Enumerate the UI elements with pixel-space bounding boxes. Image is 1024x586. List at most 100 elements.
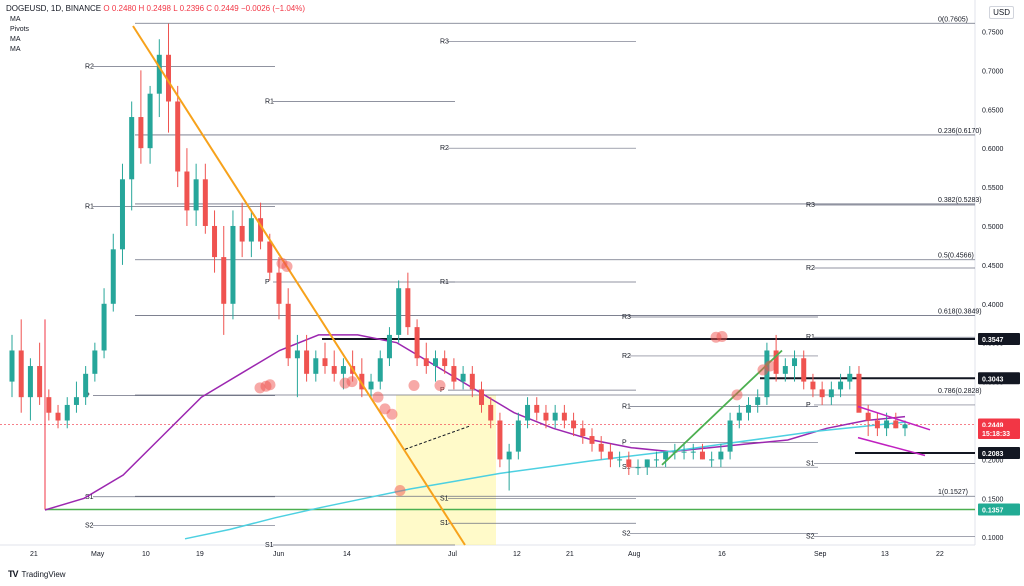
candle-body <box>442 358 448 367</box>
fib-level-label: 0(0.7605) <box>938 16 968 23</box>
candle-body <box>175 101 181 172</box>
candle-body <box>626 459 632 468</box>
candle-body <box>432 358 438 367</box>
pivot-label: R2 <box>440 145 449 152</box>
candle-body <box>810 381 816 390</box>
indicator-label-1[interactable]: MA <box>10 16 21 23</box>
indicator-label-3[interactable]: MA <box>10 36 21 43</box>
pivot-label: R2 <box>85 63 94 70</box>
candle-body <box>727 420 733 452</box>
candle-body <box>110 249 116 304</box>
price-box-label: 0.2449 <box>982 422 1004 429</box>
wedge-upper-line <box>857 405 931 431</box>
fib-level-label: 0.382(0.5283) <box>938 197 982 204</box>
candle-body <box>718 451 724 460</box>
candle-body <box>27 366 33 398</box>
candle-body <box>515 420 521 452</box>
pivot-label: S2 <box>85 523 94 530</box>
candle-body <box>119 179 125 250</box>
candle-body <box>313 358 319 374</box>
fib-level-label: 1(0.1527) <box>938 489 968 496</box>
candle-body <box>156 54 162 94</box>
descending-trendline <box>132 25 466 546</box>
pivot-label: R2 <box>806 265 815 272</box>
candle-body <box>506 451 512 460</box>
candle-body <box>488 404 494 421</box>
touch-point-marker <box>394 485 406 497</box>
y-tick-label: 0.5000 <box>982 224 1004 231</box>
pivot-label: S2 <box>806 533 815 540</box>
candle-body <box>396 288 402 335</box>
candle-body <box>83 373 89 398</box>
candle-body <box>331 366 337 374</box>
y-tick-label: 0.1500 <box>982 496 1004 503</box>
price-box <box>978 372 1020 385</box>
dashed-trendline <box>404 425 471 450</box>
candle-body <box>230 225 236 304</box>
candle-body <box>359 373 365 390</box>
price-box-label: 0.3043 <box>982 376 1004 383</box>
candle-body <box>534 404 540 413</box>
ma-line-purple <box>44 334 906 511</box>
candle-body <box>386 334 392 359</box>
candle-body <box>709 459 715 461</box>
candle-body <box>690 451 696 453</box>
candle-body <box>865 412 871 421</box>
candle-body <box>617 459 623 461</box>
candle-body <box>322 358 328 367</box>
pivot-label: S1 <box>622 464 631 471</box>
candle-body <box>856 373 862 413</box>
candle-body <box>239 225 245 242</box>
candle-body <box>460 373 466 382</box>
candle-body <box>340 366 346 374</box>
indicator-label-4[interactable]: MA <box>10 46 21 53</box>
candle-body <box>819 389 825 398</box>
currency-label[interactable]: USD <box>989 6 1014 19</box>
candle-body <box>166 54 172 102</box>
candle-body <box>699 451 705 460</box>
touch-point-marker <box>372 391 384 403</box>
candle-body <box>589 436 595 444</box>
candle-body <box>258 218 264 242</box>
candle-body <box>18 350 24 398</box>
price-box <box>978 503 1020 516</box>
candle-body <box>755 397 761 405</box>
candle-body <box>368 381 374 390</box>
pivot-label: S1 <box>806 460 815 467</box>
touch-point-marker <box>264 379 276 391</box>
candle-body <box>653 459 659 461</box>
candle-body <box>55 412 61 421</box>
touch-point-marker <box>434 379 446 391</box>
candle-body <box>525 404 531 421</box>
indicator-label-2[interactable]: Pivots <box>10 26 30 33</box>
candle-body <box>479 389 485 405</box>
candle-body <box>129 117 135 180</box>
x-tick-label: Jul <box>448 551 457 558</box>
x-tick-label: 19 <box>196 551 204 558</box>
candle-body <box>847 373 853 382</box>
x-tick-label: Sep <box>814 551 827 558</box>
candle-body <box>792 358 798 367</box>
candle-body <box>663 451 669 460</box>
candle-body <box>543 412 549 421</box>
pivot-label: R2 <box>622 353 631 360</box>
candle-body <box>580 428 586 437</box>
pivot-label: R3 <box>806 202 815 209</box>
highlight-zone <box>396 394 496 545</box>
candle-body <box>221 257 227 304</box>
price-box-label: 0.1357 <box>982 507 1004 514</box>
ma-line-cyan <box>184 421 906 540</box>
candle-body <box>414 327 420 359</box>
pivot-label: R1 <box>85 204 94 211</box>
candle-body <box>838 381 844 390</box>
candle-body <box>828 389 834 398</box>
candle-body <box>884 420 890 429</box>
candle-body <box>902 424 908 429</box>
pivot-label: P <box>440 387 445 394</box>
candle-body <box>451 366 457 382</box>
pivot-label: S2 <box>622 530 631 537</box>
candle-body <box>294 350 300 359</box>
y-tick-label: 0.5500 <box>982 185 1004 192</box>
